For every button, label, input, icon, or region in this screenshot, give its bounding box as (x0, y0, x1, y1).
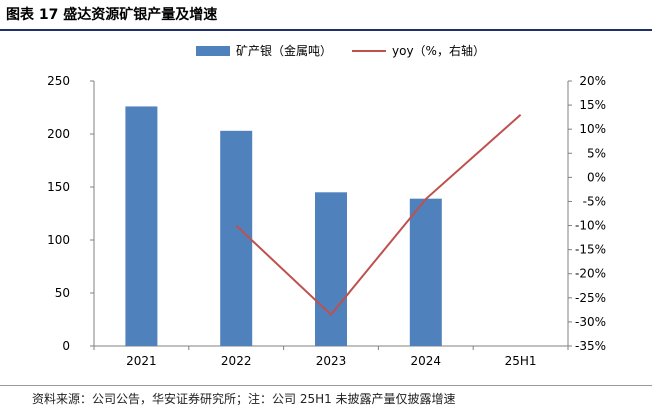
right-tick-label: -30% (575, 315, 606, 329)
source-note: 资料来源：公司公告，华安证券研究所；注：公司 25H1 未披露产量仅披露增速 (32, 392, 456, 406)
left-tick-label: 100 (47, 233, 70, 247)
right-tick-label: -10% (575, 219, 606, 233)
left-tick-label: 50 (55, 286, 70, 300)
legend-line-label: yoy（%，右轴） (392, 43, 485, 58)
bar (315, 192, 347, 346)
bar (220, 130, 253, 346)
source-rule (0, 385, 652, 386)
bar (125, 106, 158, 346)
legend-bar-label: 矿产银（金属吨） (236, 43, 332, 58)
right-tick-label: -15% (575, 243, 606, 257)
right-tick-label: -5% (583, 194, 606, 208)
x-tick-label: 25H1 (505, 354, 537, 368)
left-tick-label: 200 (47, 127, 70, 141)
right-tick-label: -20% (575, 267, 606, 281)
right-tick-label: 10% (579, 122, 606, 136)
right-tick-label: 20% (579, 74, 606, 88)
right-tick-label: 15% (579, 98, 606, 112)
left-tick-label: 0 (62, 339, 70, 353)
bar (409, 198, 442, 346)
right-tick-label: 0% (587, 170, 606, 184)
right-tick-label: -25% (575, 291, 606, 305)
title-rule (0, 29, 652, 31)
legend-bar-swatch (196, 46, 230, 56)
left-tick-label: 250 (47, 74, 70, 88)
x-tick-label: 2024 (411, 354, 442, 368)
x-tick-label: 2021 (126, 354, 157, 368)
yoy-line (235, 113, 522, 317)
left-tick-label: 150 (47, 180, 70, 194)
x-tick-label: 2023 (316, 354, 347, 368)
chart: 0 50 100 150 200 250 20% 15% 10% 5% 0% -5% -10% -15% -… (47, 43, 606, 368)
figure-title: 图表 17 盛达资源矿银产量及增速 (6, 7, 218, 23)
right-tick-label: -35% (575, 339, 606, 353)
right-tick-label: 5% (587, 146, 606, 160)
x-tick-label: 2022 (221, 354, 252, 368)
